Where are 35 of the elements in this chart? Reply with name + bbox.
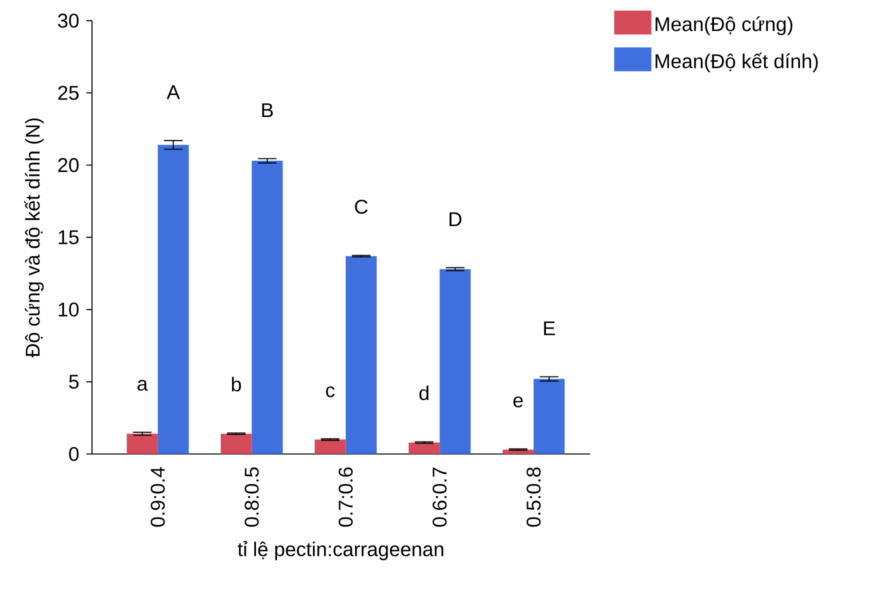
- x-tick-label: 0.8:0.5: [244, 467, 259, 527]
- annotation: c: [326, 386, 335, 398]
- y-tick-label: 0: [69, 446, 79, 462]
- x-tick-label: 0.9:0.4: [150, 467, 165, 527]
- bar: [314, 440, 346, 454]
- annotation: a: [138, 380, 148, 391]
- x-tick-label: 0.5:0.8: [526, 467, 541, 527]
- y-axis-title: Độ cứng và độ kết dính (N): [24, 118, 44, 358]
- x-tick-label: 0.6:0.7: [432, 468, 447, 527]
- bar: [252, 160, 283, 454]
- y-tick-label: 25: [58, 86, 79, 100]
- annotation: D: [450, 212, 462, 226]
- bar: [158, 144, 189, 454]
- annotation: A: [166, 85, 180, 99]
- y-tick-label: 20: [58, 158, 79, 172]
- y-tick-label: 5: [69, 374, 79, 389]
- y-tick-label: 30: [58, 14, 79, 28]
- annotation: E: [544, 321, 555, 336]
- annotation: C: [355, 200, 368, 214]
- y-tick-label: 15: [58, 230, 79, 244]
- x-tick-label: 0.7:0.6: [338, 467, 353, 527]
- annotation: b: [232, 376, 241, 392]
- legend-label: Mean(Độ kết dính): [656, 52, 818, 72]
- bar: [534, 378, 565, 454]
- legend-label: Mean(Độ cứng): [656, 16, 792, 36]
- x-axis-title: tỉ lệ pectin:carrageenan: [238, 541, 444, 560]
- annotation: B: [262, 103, 273, 118]
- bar: [346, 256, 377, 454]
- y-tick-label: 10: [58, 302, 79, 317]
- annotation: d: [419, 386, 428, 400]
- bar: [220, 434, 252, 454]
- bar: [440, 269, 471, 454]
- annotation: e: [513, 396, 523, 408]
- bar: [408, 442, 440, 454]
- bar: [126, 434, 158, 454]
